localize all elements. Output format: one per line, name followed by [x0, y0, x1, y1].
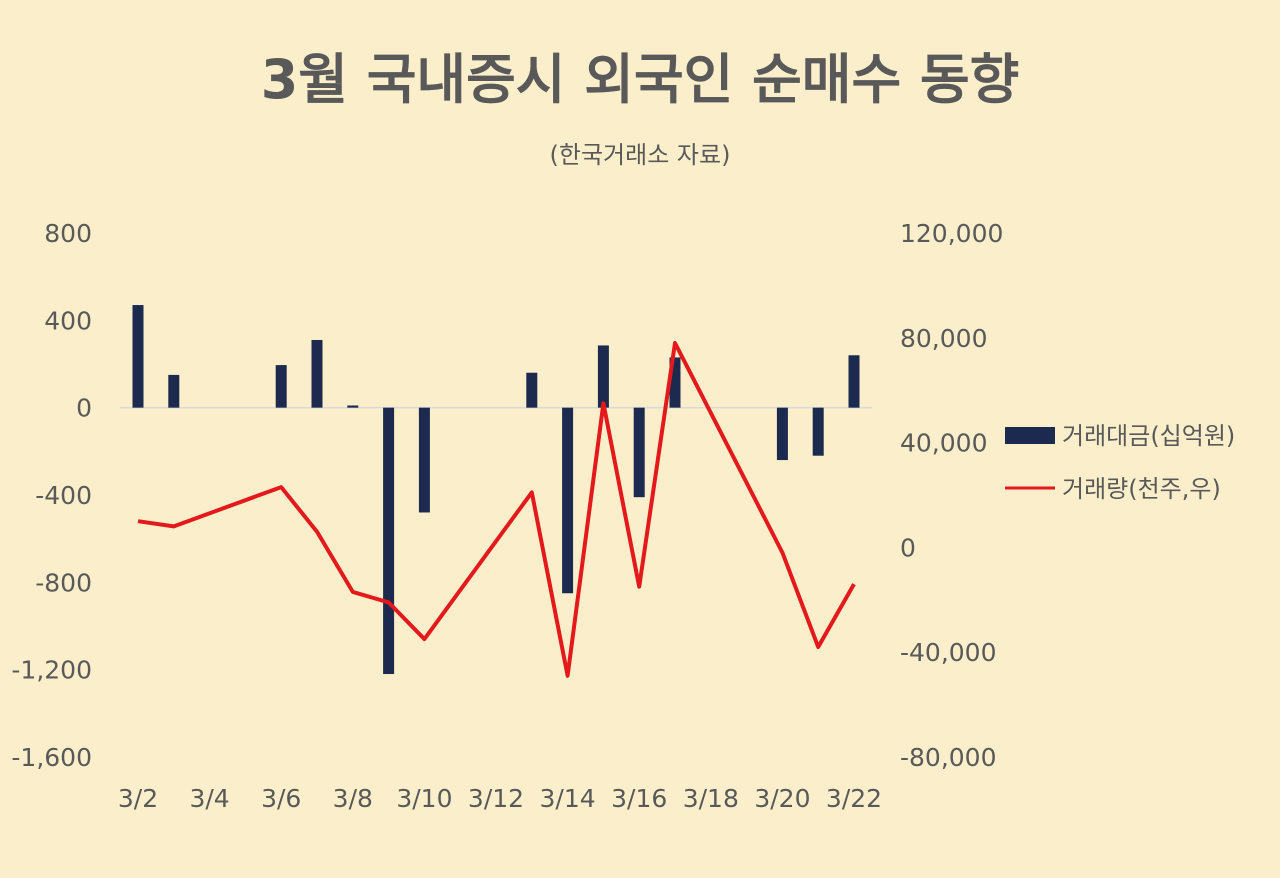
- right-axis-tick-label: -40,000: [900, 638, 997, 667]
- chart-subtitle: (한국거래소 자료): [550, 141, 731, 169]
- bar-3-9: [383, 407, 395, 675]
- legend-bar-label: 거래대금(십억원): [1062, 422, 1235, 450]
- bar-3-16: [633, 407, 645, 498]
- legend: 거래대금(십억원) 거래량(천주,우): [1005, 422, 1235, 503]
- bar-3-20: [776, 407, 788, 461]
- line-path: [137, 341, 856, 678]
- x-axis-tick-label: 3/12: [468, 784, 524, 813]
- bar-3-17: [669, 357, 681, 408]
- left-axis-tick-label: 400: [44, 306, 92, 335]
- left-axis-tick-label: -400: [35, 481, 92, 510]
- left-axis-tick-label: 0: [76, 394, 92, 423]
- right-axis-tick-label: 80,000: [900, 324, 987, 353]
- x-axis-tick-label: 3/22: [826, 784, 882, 813]
- x-axis-tick-label: 3/18: [683, 784, 739, 813]
- x-axis-tick-label: 3/2: [118, 784, 158, 813]
- left-axis-tick-label: -800: [35, 568, 92, 597]
- bar-3-15: [597, 345, 609, 408]
- legend-bar-swatch: [1005, 427, 1055, 444]
- bar-3-2: [132, 305, 144, 408]
- x-axis-tick-label: 3/6: [261, 784, 301, 813]
- bar-3-13: [526, 372, 538, 408]
- left-axis-tick-label: -1,600: [11, 743, 92, 772]
- bar-3-21: [812, 407, 824, 456]
- x-axis-tick-label: 3/20: [754, 784, 810, 813]
- left-axis-tick-label: -1,200: [11, 656, 92, 685]
- right-axis-tick-label: 40,000: [900, 429, 987, 458]
- bar-3-8: [347, 405, 359, 408]
- line-series: [137, 341, 856, 678]
- right-axis: 120,000 80,000 40,000 0 -40,000 -80,000: [900, 219, 1003, 772]
- x-axis-tick-label: 3/10: [396, 784, 452, 813]
- x-axis-tick-label: 3/14: [540, 784, 596, 813]
- chart-title: 3월 국내증시 외국인 순매수 동향: [261, 48, 1020, 111]
- left-axis: 800 400 0 -400 -800 -1,200 -1,600: [11, 219, 92, 772]
- bar-3-14: [562, 407, 574, 594]
- left-axis-tick-label: 800: [44, 219, 92, 248]
- bar-series: [132, 305, 860, 675]
- right-axis-tick-label: 120,000: [900, 219, 1003, 248]
- x-axis-tick-label: 3/4: [189, 784, 229, 813]
- right-axis-tick-label: -80,000: [900, 743, 997, 772]
- x-axis-tick-label: 3/16: [611, 784, 667, 813]
- bar-3-7: [311, 339, 323, 408]
- x-axis-tick-label: 3/8: [333, 784, 373, 813]
- bar-3-3: [168, 374, 180, 408]
- legend-line-label: 거래량(천주,우): [1062, 475, 1221, 503]
- bar-3-6: [275, 365, 287, 408]
- bar-3-10: [418, 407, 430, 513]
- x-axis: 3/2 3/4 3/6 3/8 3/10 3/12 3/14 3/16 3/18 3/20 3/22: [118, 784, 882, 813]
- bar-3-22: [848, 355, 860, 408]
- right-axis-tick-label: 0: [900, 533, 916, 562]
